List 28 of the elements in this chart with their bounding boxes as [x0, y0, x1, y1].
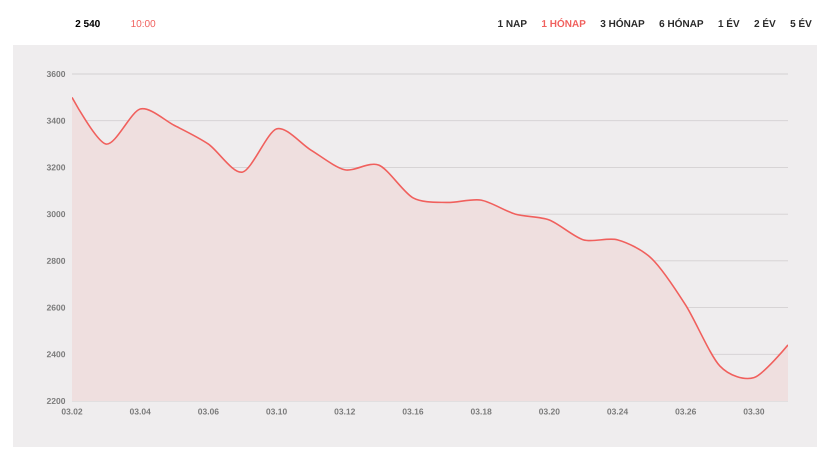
- x-tick-label: 03.16: [402, 408, 424, 415]
- text: 1 HÓNAP: [542, 18, 586, 28]
- x-tick-label: 03.18: [470, 408, 492, 415]
- y-tick-label: 2800: [46, 258, 66, 264]
- y-tick-label: 3600: [46, 70, 66, 78]
- x-tick-label: 03.24: [607, 408, 628, 415]
- text: 5 ÉV: [790, 18, 812, 28]
- x-tick-label: 03.02: [62, 408, 82, 415]
- x-tick-label: 03.04: [130, 408, 151, 415]
- y-tick-label: 3200: [46, 164, 66, 170]
- x-tick-label: 03.20: [539, 408, 560, 415]
- text: 10:00: [131, 20, 156, 28]
- x-tick-label: 03.12: [334, 408, 356, 415]
- x-tick-label: 03.10: [266, 408, 287, 415]
- x-tick-label: 03.30: [744, 408, 764, 415]
- y-tick-label: 2400: [46, 351, 66, 358]
- text: 1 ÉV: [718, 18, 740, 27]
- text: 6 HÓNAP: [659, 18, 704, 28]
- text: 3 HÓNAP: [600, 18, 644, 28]
- y-tick-label: 3000: [46, 211, 66, 218]
- y-tick-label: 2600: [46, 304, 66, 311]
- x-tick-label: 03.06: [198, 408, 219, 415]
- x-tick-label: 03.26: [675, 408, 696, 415]
- text: 2 ÉV: [754, 18, 776, 27]
- y-tick-label: 2200: [46, 398, 66, 404]
- y-tick-label: 3400: [46, 118, 66, 124]
- text: 1 NAP: [498, 20, 527, 27]
- text: 2 540: [76, 20, 100, 28]
